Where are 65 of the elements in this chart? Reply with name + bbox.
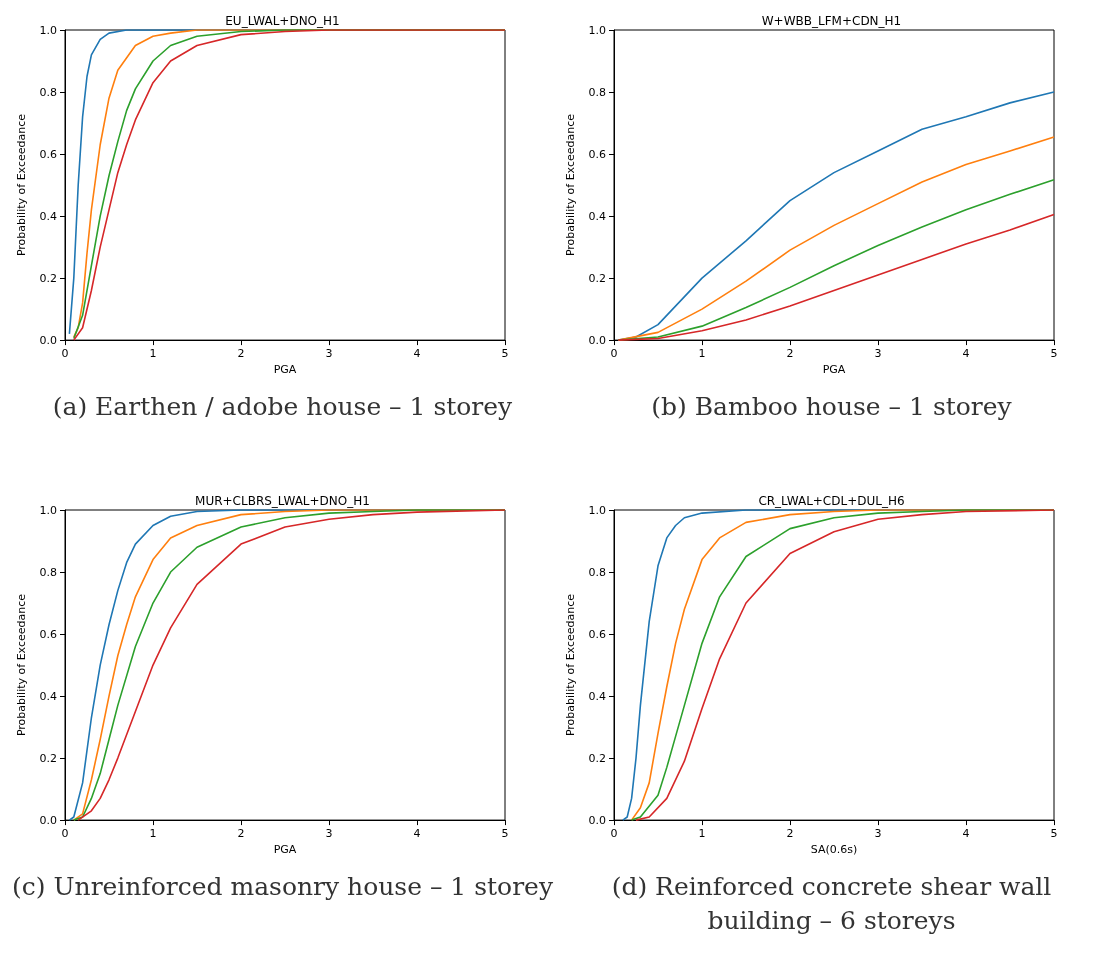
y-tick-label: 1.0	[39, 23, 57, 37]
x-tick-label: 3	[325, 347, 333, 361]
y-tick-label: 0.4	[588, 209, 606, 223]
chart-title: MUR+CLBRS_LWAL+DNO_H1	[195, 494, 370, 508]
y-tick-label: 0.2	[39, 271, 57, 285]
x-tick-label: 1	[698, 827, 706, 841]
text: (d) Reinforced concrete shear wall building – 6 storeys	[610, 871, 1053, 937]
y-axis-title: Probability of Exceedance	[564, 593, 577, 737]
y-tick-label: 0.8	[39, 85, 57, 99]
text: (b) Bamboo house – 1 storey	[650, 391, 1013, 423]
x-tick-label: 3	[874, 827, 882, 841]
y-tick-label: 0.2	[39, 751, 57, 765]
y-tick-label: 0.8	[588, 85, 606, 99]
line-series	[617, 213, 1055, 341]
y-tick-label: 0.4	[39, 209, 57, 223]
chart-title: EU_LWAL+DNO_H1	[225, 14, 340, 28]
y-tick-label: 0.2	[588, 271, 606, 285]
y-axis-title: Probability of Exceedance	[15, 593, 28, 737]
x-tick-label: 1	[698, 347, 706, 361]
x-tick-label: 5	[1050, 347, 1058, 361]
x-tick-label: 4	[413, 347, 421, 361]
y-tick-label: 0.6	[588, 627, 606, 641]
x-tick-label: 5	[1050, 827, 1058, 841]
y-tick-label: 0.0	[588, 333, 606, 347]
x-tick-label: 0	[610, 827, 618, 841]
y-tick-label: 1.0	[588, 23, 606, 37]
x-tick-label: 3	[325, 827, 333, 841]
y-tick-label: 0.4	[39, 689, 57, 703]
y-tick-label: 0.4	[588, 689, 606, 703]
x-tick-label: 2	[237, 827, 245, 841]
x-tick-label: 1	[149, 347, 157, 361]
chart-title: W+WBB_LFM+CDN_H1	[761, 14, 902, 28]
x-tick-label: 5	[501, 827, 509, 841]
x-tick-label: 2	[786, 347, 794, 361]
y-tick-label: 0.0	[39, 813, 57, 827]
x-axis-title: SA(0.6s)	[810, 843, 858, 856]
y-tick-label: 0.8	[588, 565, 606, 579]
y-tick-label: 0.6	[39, 147, 57, 161]
y-tick-label: 1.0	[588, 503, 606, 517]
x-tick-label: 0	[61, 827, 69, 841]
x-axis-title: PGA	[273, 363, 297, 376]
x-tick-label: 2	[786, 827, 794, 841]
y-tick-label: 0.2	[588, 751, 606, 765]
y-axis-title: Probability of Exceedance	[15, 113, 28, 257]
x-tick-label: 4	[962, 347, 970, 361]
x-tick-label: 0	[61, 347, 69, 361]
x-tick-label: 4	[413, 827, 421, 841]
y-tick-label: 0.0	[39, 333, 57, 347]
chart-title: CR_LWAL+CDL+DUL_H6	[758, 494, 905, 508]
x-tick-label: 5	[501, 347, 509, 361]
x-tick-label: 4	[962, 827, 970, 841]
y-axis-title: Probability of Exceedance	[564, 113, 577, 257]
text: (a) Earthen / adobe house – 1 storey	[51, 391, 514, 423]
x-axis-title: PGA	[822, 363, 846, 376]
y-tick-label: 0.6	[39, 627, 57, 641]
x-tick-label: 0	[610, 347, 618, 361]
y-tick-label: 0.6	[588, 147, 606, 161]
x-tick-label: 3	[874, 347, 882, 361]
y-tick-label: 0.8	[39, 565, 57, 579]
x-tick-label: 2	[237, 347, 245, 361]
text: (c) Unreinforced masonry house – 1 storey	[11, 871, 554, 903]
x-tick-label: 1	[149, 827, 157, 841]
y-tick-label: 1.0	[39, 503, 57, 517]
y-tick-label: 0.0	[588, 813, 606, 827]
x-axis-title: PGA	[273, 843, 297, 856]
